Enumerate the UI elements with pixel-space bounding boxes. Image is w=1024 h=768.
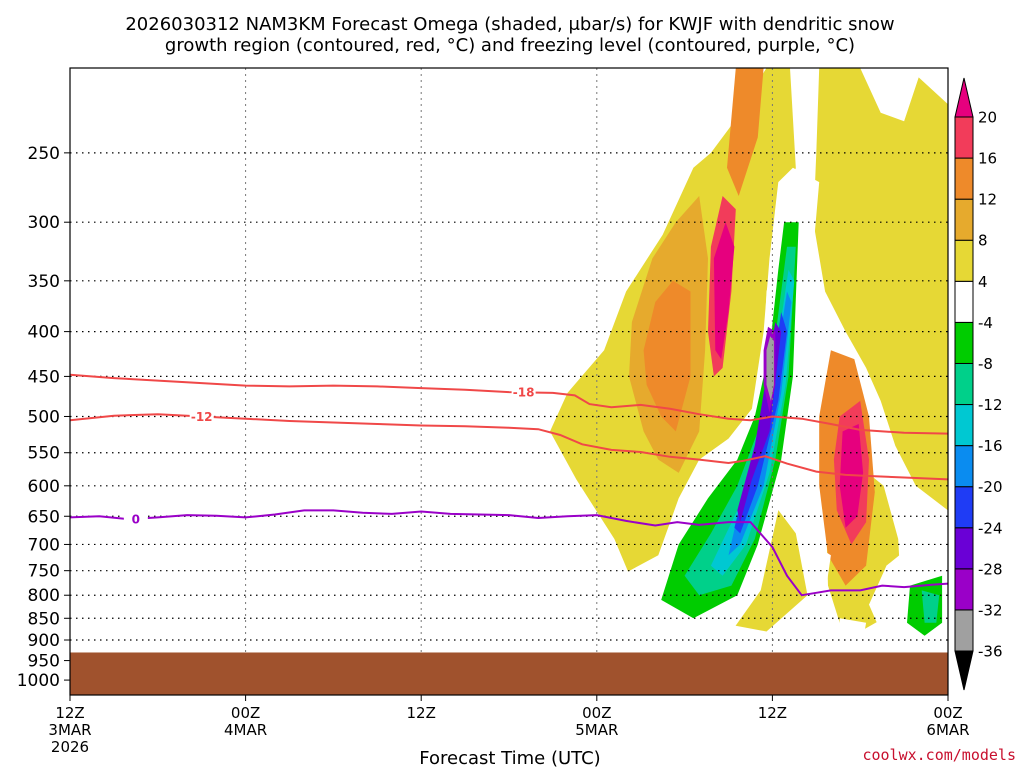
omega-region-28 <box>766 336 774 401</box>
colorbar-label-2: 12 <box>978 191 997 209</box>
colorbar-label-9: -20 <box>978 478 1003 496</box>
colorbar-label-12: -32 <box>978 601 1003 619</box>
y-tick-label-950: 950 <box>28 652 60 672</box>
title-line-1: 2026030312 NAM3KM Forecast Omega (shaded… <box>125 14 894 35</box>
colorbar-segment-9 <box>954 280 974 323</box>
x-tick-label-36-1: 5MAR <box>575 721 618 739</box>
x-tick-label-60-1: 6MAR <box>926 721 969 739</box>
y-tick-label-850: 850 <box>28 609 60 629</box>
x-tick-label-0-1: 3MAR <box>48 721 91 739</box>
colorbar-label-5: -4 <box>978 314 993 332</box>
contour-label-0: -18 <box>513 386 535 400</box>
colorbar-segment-4 <box>954 486 974 529</box>
colorbar-segment-6 <box>954 404 974 447</box>
x-tick-label-48-0: 12Z <box>758 704 787 722</box>
y-tick-label-650: 650 <box>28 507 60 527</box>
omega-region-15 <box>550 604 562 619</box>
colorbar-label-0: 20 <box>978 109 997 127</box>
y-tick-label-500: 500 <box>28 407 60 427</box>
omega-region-17 <box>813 544 831 596</box>
colorbar-segment-7 <box>954 362 974 406</box>
colorbar-bottom-arrow <box>954 650 974 691</box>
colorbar-segment-5 <box>954 445 974 488</box>
x-tick-label-12-0: 00Z <box>231 704 260 722</box>
colorbar-label-1: 16 <box>978 150 997 168</box>
x-tick-label-24-0: 12Z <box>407 704 436 722</box>
contour-label-1: -12 <box>191 410 213 424</box>
colorbar-label-10: -24 <box>978 519 1003 537</box>
colorbar-segment-13 <box>954 116 974 159</box>
contour-label-bg-0 <box>511 385 536 400</box>
contour-label-bg-1 <box>189 409 214 424</box>
y-tick-label-800: 800 <box>28 586 60 606</box>
y-tick-label-600: 600 <box>28 477 60 497</box>
omega-region-1 <box>813 68 948 511</box>
y-tick-label-1000: 1000 <box>17 671 60 691</box>
contour-layer: -18 -12 0 <box>70 373 948 597</box>
omega-region-11 <box>620 167 820 636</box>
omega-region-4 <box>727 68 764 196</box>
colorbar-label-11: -28 <box>978 560 1003 578</box>
chart-title: 2026030312 NAM3KM Forecast Omega (shaded… <box>125 14 894 56</box>
y-tick-label-750: 750 <box>28 562 60 582</box>
omega-region-24 <box>728 291 792 556</box>
title-line-2: growth region (contoured, red, °C) and f… <box>165 35 855 56</box>
colorbar-segment-3 <box>954 527 974 570</box>
contour-line-1 <box>70 413 948 481</box>
colorbar-segment-11 <box>954 198 974 241</box>
contour-label-bg-2 <box>123 512 148 527</box>
x-tick-label-60-0: 00Z <box>933 704 962 722</box>
contour-line-2 <box>70 509 948 597</box>
omega-region-18 <box>839 618 867 640</box>
y-tick-label-400: 400 <box>28 323 60 343</box>
colorbar-segment-1 <box>954 609 974 652</box>
ground-layer <box>70 652 948 695</box>
x-axis-title: Forecast Time (UTC) <box>419 748 600 768</box>
omega-shading-layer <box>304 68 948 649</box>
contour-line-0 <box>70 373 948 435</box>
colorbar-label-4: 4 <box>978 273 988 291</box>
y-tick-label-700: 700 <box>28 535 60 555</box>
y-tick-label-900: 900 <box>28 631 60 651</box>
grid-layer <box>70 68 948 695</box>
y-tick-label-250: 250 <box>28 144 60 164</box>
colorbar-segment-10 <box>954 239 974 282</box>
omega-region-13 <box>573 280 588 360</box>
omega-region-14 <box>636 175 650 259</box>
colorbar-label-8: -16 <box>978 437 1003 455</box>
colorbar-label-6: -8 <box>978 355 993 373</box>
colorbar: 20 16 12 8 4 -4 -8 -12 -16 -20 -24 -28 -32 -36 <box>954 77 1003 691</box>
x-tick-label-36-0: 00Z <box>582 704 611 722</box>
colorbar-segment-8 <box>954 321 974 364</box>
pressure-axis: 2503003504004505005506006507007508008509… <box>17 144 70 691</box>
x-tick-label-12-1: 4MAR <box>224 721 267 739</box>
omega-region-5 <box>643 280 691 432</box>
omega-region-9 <box>713 222 735 360</box>
omega-region-22 <box>921 590 940 623</box>
y-tick-label-550: 550 <box>28 444 60 464</box>
colorbar-label-3: 8 <box>978 232 988 250</box>
ground-fill <box>70 652 948 695</box>
x-tick-label-0-2: 2026 <box>51 738 89 756</box>
contour-label-2: 0 <box>132 513 140 527</box>
y-tick-label-350: 350 <box>28 272 60 292</box>
colorbar-segment-12 <box>954 157 974 200</box>
plot-frame <box>69 67 949 696</box>
colorbar-segment-2 <box>954 568 974 611</box>
x-tick-label-0-0: 12Z <box>55 704 84 722</box>
y-tick-label-300: 300 <box>28 213 60 233</box>
credit-text: coolwx.com/models <box>862 746 1016 764</box>
omega-region-19 <box>661 222 799 619</box>
omega-region-16 <box>304 631 328 645</box>
colorbar-label-7: -12 <box>978 396 1003 414</box>
colorbar-top-arrow <box>954 77 974 118</box>
colorbar-label-13: -36 <box>978 643 1003 661</box>
y-tick-label-450: 450 <box>28 367 60 387</box>
